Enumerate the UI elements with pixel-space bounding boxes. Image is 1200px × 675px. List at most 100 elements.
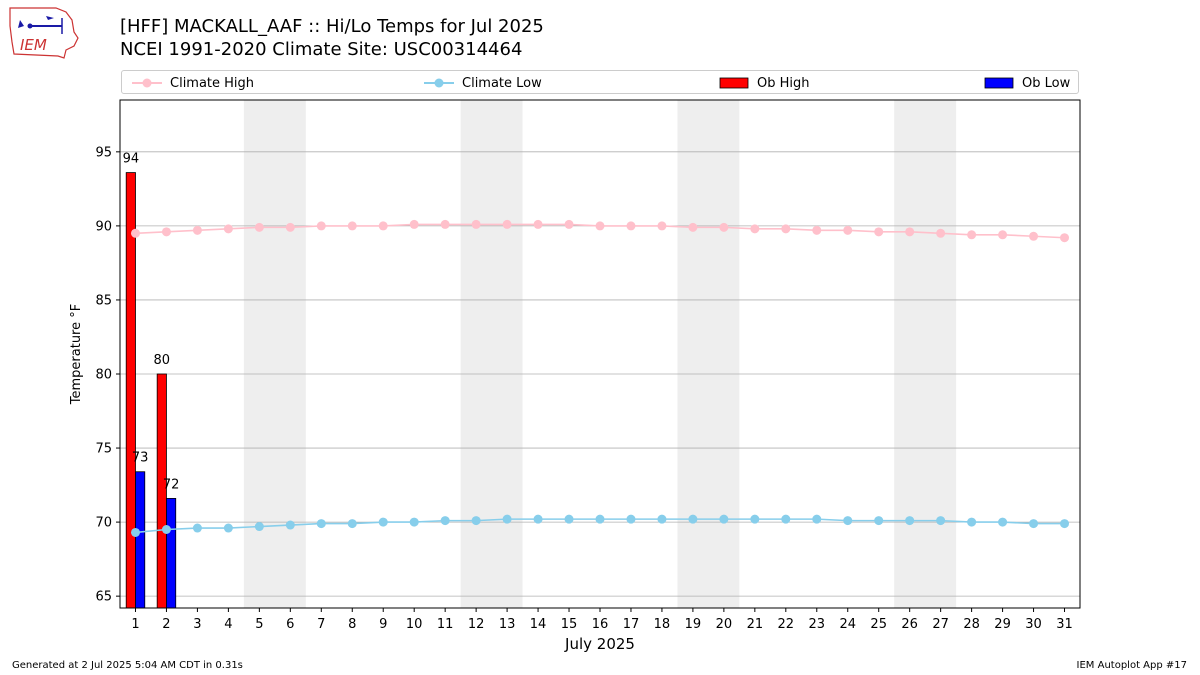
climate-low-point bbox=[285, 520, 295, 530]
ob-high-bar bbox=[125, 172, 136, 609]
climate-high-point bbox=[440, 219, 450, 229]
x-tick-label: 6 bbox=[286, 617, 294, 632]
ob-low-bar bbox=[135, 471, 146, 609]
footer-generated: Generated at 2 Jul 2025 5:04 AM CDT in 0… bbox=[12, 660, 243, 671]
y-tick-label: 80 bbox=[95, 367, 112, 382]
ob-low-swatch bbox=[984, 77, 1014, 89]
climate-low-point bbox=[161, 525, 171, 535]
x-tick-label: 3 bbox=[193, 617, 201, 632]
climate-high-point bbox=[223, 224, 233, 234]
climate-low-point bbox=[905, 516, 915, 526]
x-tick-label: 1 bbox=[131, 617, 139, 632]
climate-high-point bbox=[316, 221, 326, 231]
y-tick-label: 90 bbox=[95, 219, 112, 234]
chart-title: [HFF] MACKALL_AAF :: Hi/Lo Temps for Jul… bbox=[120, 16, 544, 37]
climate-high-point bbox=[843, 225, 853, 235]
climate-high-point bbox=[750, 224, 760, 234]
climate-low-point bbox=[440, 516, 450, 526]
x-tick-label: 20 bbox=[716, 617, 733, 632]
x-tick-label: 19 bbox=[685, 617, 702, 632]
climate-low-point bbox=[998, 517, 1008, 527]
ob-low-bar bbox=[166, 498, 177, 609]
x-tick-label: 2 bbox=[162, 617, 170, 632]
climate-high-point bbox=[192, 225, 202, 235]
x-tick-label: 5 bbox=[255, 617, 263, 632]
climate-high-point bbox=[781, 224, 791, 234]
x-tick-label: 21 bbox=[747, 617, 764, 632]
climate-low-point bbox=[316, 519, 326, 529]
climate-high-point bbox=[409, 219, 419, 229]
climate-low-point bbox=[533, 514, 543, 524]
x-tick-label: 27 bbox=[932, 617, 949, 632]
climate-low-point bbox=[223, 523, 233, 533]
climate-high-marker bbox=[132, 78, 162, 88]
climate-high-point bbox=[347, 221, 357, 231]
climate-low-point bbox=[750, 514, 760, 524]
weekend-band bbox=[243, 100, 306, 608]
x-tick-label: 10 bbox=[406, 617, 423, 632]
climate-low-point bbox=[409, 517, 419, 527]
climate-high-point bbox=[657, 221, 667, 231]
legend-item-climate-high: Climate High bbox=[132, 73, 254, 93]
y-axis-ticks: 65 70 75 80 85 90 95 bbox=[95, 145, 120, 605]
y-tick-label: 75 bbox=[95, 442, 112, 457]
y-tick-label: 85 bbox=[95, 293, 112, 308]
x-tick-label: 13 bbox=[499, 617, 516, 632]
climate-high-point bbox=[967, 230, 977, 240]
climate-low-point bbox=[378, 517, 388, 527]
x-tick-label: 11 bbox=[437, 617, 454, 632]
x-tick-label: 14 bbox=[530, 617, 547, 632]
ob-high-swatch bbox=[719, 77, 749, 89]
x-tick-label: 7 bbox=[317, 617, 325, 632]
climate-high-point bbox=[688, 222, 698, 232]
x-tick-label: 22 bbox=[778, 617, 795, 632]
climate-low-point bbox=[626, 514, 636, 524]
climate-high-point bbox=[626, 221, 636, 231]
climate-high-point bbox=[533, 219, 543, 229]
x-tick-label: 17 bbox=[623, 617, 640, 632]
observed-bars bbox=[125, 172, 177, 609]
y-tick-label: 95 bbox=[95, 145, 112, 160]
grid-lines bbox=[120, 151, 1080, 597]
climate-lines bbox=[130, 219, 1070, 537]
x-tick-label: 24 bbox=[839, 617, 856, 632]
x-tick-label: 9 bbox=[379, 617, 387, 632]
climate-low-point bbox=[192, 523, 202, 533]
legend-item-ob-low: Ob Low bbox=[984, 73, 1070, 93]
ob-high-label: 94 bbox=[123, 152, 140, 167]
x-tick-label: 23 bbox=[809, 617, 826, 632]
x-tick-label: 26 bbox=[901, 617, 918, 632]
footer-app: IEM Autoplot App #17 bbox=[1076, 660, 1187, 671]
legend-label-climate-high: Climate High bbox=[170, 75, 255, 91]
climate-high-point bbox=[130, 228, 140, 238]
legend-label-ob-low: Ob Low bbox=[1022, 75, 1071, 91]
x-tick-label: 29 bbox=[994, 617, 1011, 632]
y-axis-label: Temperature °F bbox=[69, 304, 84, 405]
climate-low-point bbox=[347, 519, 357, 529]
climate-high-point bbox=[1029, 231, 1039, 241]
climate-high-point bbox=[254, 222, 264, 232]
climate-high-point bbox=[812, 225, 822, 235]
x-tick-label: 12 bbox=[468, 617, 485, 632]
climate-high-point bbox=[595, 221, 605, 231]
climate-low-point bbox=[874, 516, 884, 526]
ob-low-label: 72 bbox=[163, 477, 180, 492]
climate-low-point bbox=[967, 517, 977, 527]
climate-low-point bbox=[502, 514, 512, 524]
weekend-band bbox=[894, 100, 957, 608]
climate-high-point bbox=[998, 230, 1008, 240]
climate-high-point bbox=[1060, 233, 1070, 243]
climate-high-point bbox=[502, 219, 512, 229]
climate-low-point bbox=[471, 516, 481, 526]
x-tick-label: 28 bbox=[963, 617, 980, 632]
climate-high-point bbox=[905, 227, 915, 237]
iem-logo: IEM bbox=[9, 7, 79, 59]
legend-label-climate-low: Climate Low bbox=[462, 75, 542, 91]
weekend-band bbox=[677, 100, 740, 608]
y-tick-label: 70 bbox=[95, 516, 112, 531]
climate-high-point bbox=[719, 222, 729, 232]
climate-low-marker bbox=[424, 78, 454, 88]
ob-low-label: 73 bbox=[132, 451, 149, 466]
x-tick-label: 15 bbox=[561, 617, 578, 632]
